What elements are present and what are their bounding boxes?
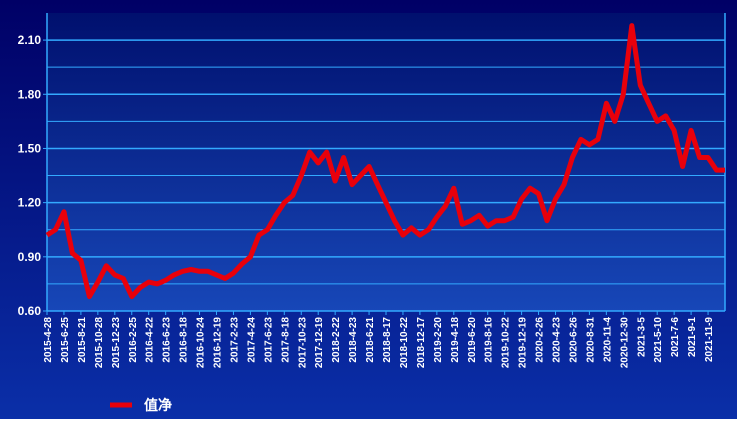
x-tick-label: 2019-2-20 [433, 317, 444, 363]
x-tick-label: 2015-6-25 [60, 317, 71, 363]
x-tick-label: 2015-8-21 [77, 317, 88, 363]
series-line [45, 23, 725, 300]
x-tick-label: 2018-12-17 [416, 317, 427, 369]
x-tick-label: 2016-4-22 [145, 317, 156, 363]
x-tick-label: 2018-10-22 [399, 317, 410, 369]
x-tick-label: 2019-12-19 [518, 317, 529, 369]
x-tick-label: 2020-12-30 [619, 317, 630, 369]
y-tick-label: 0.90 [18, 250, 42, 264]
x-tick-label: 2016-8-18 [179, 317, 190, 363]
x-tick-label: 2020-4-23 [552, 317, 563, 363]
y-tick-label: 2.10 [18, 33, 42, 47]
x-tick-label: 2020-11-4 [602, 317, 613, 362]
x-tick-label: 2017-6-23 [263, 317, 274, 363]
x-tick-label: 2018-2-22 [331, 317, 342, 363]
x-tick-label: 2021-3-5 [636, 317, 647, 357]
x-tick-label: 2020-2-26 [535, 317, 546, 363]
x-tick-label: 2015-4-28 [43, 317, 54, 363]
x-tick-label: 2020-6-26 [568, 317, 579, 363]
y-tick-label: 1.50 [18, 141, 42, 155]
legend-label: 值净 [144, 397, 172, 413]
x-tick-label: 2016-2-25 [128, 317, 139, 363]
x-tick-label: 2021-9-1 [687, 317, 698, 357]
x-tick-label: 2021-7-6 [670, 317, 681, 357]
x-tick-label: 2017-4-24 [246, 317, 257, 363]
x-tick-label: 2015-10-28 [94, 317, 105, 369]
x-tick-label: 2019-8-16 [484, 317, 495, 363]
x-tick-label: 2018-8-17 [382, 317, 393, 363]
x-tick-label: 2016-10-24 [196, 317, 207, 369]
x-tick-label: 2016-6-23 [162, 317, 173, 363]
x-tick-label: 2021-11-9 [704, 317, 715, 362]
y-tick-label: 0.60 [18, 304, 42, 318]
plot-area [47, 13, 725, 311]
x-tick-label: 2016-12-19 [213, 317, 224, 369]
x-tick-label: 2018-6-21 [365, 317, 376, 363]
x-tick-label: 2017-12-19 [314, 317, 325, 369]
x-tick-label: 2018-4-23 [348, 317, 359, 363]
legend: 值净 [110, 397, 172, 413]
x-tick-label: 2020-8-31 [585, 317, 596, 363]
y-tick-label: 1.80 [18, 87, 42, 101]
x-tick-label: 2019-10-22 [501, 317, 512, 369]
x-tick-label: 2021-5-10 [653, 317, 664, 363]
x-tick-label: 2019-4-18 [450, 317, 461, 363]
x-tick-label: 2015-12-23 [111, 317, 122, 369]
x-tick-label: 2017-10-23 [297, 317, 308, 369]
y-tick-label: 1.20 [18, 196, 42, 210]
x-tick-label: 2019-6-20 [467, 317, 478, 363]
x-tick-label: 2017-8-18 [280, 317, 291, 363]
x-tick-label: 2017-2-23 [229, 317, 240, 363]
